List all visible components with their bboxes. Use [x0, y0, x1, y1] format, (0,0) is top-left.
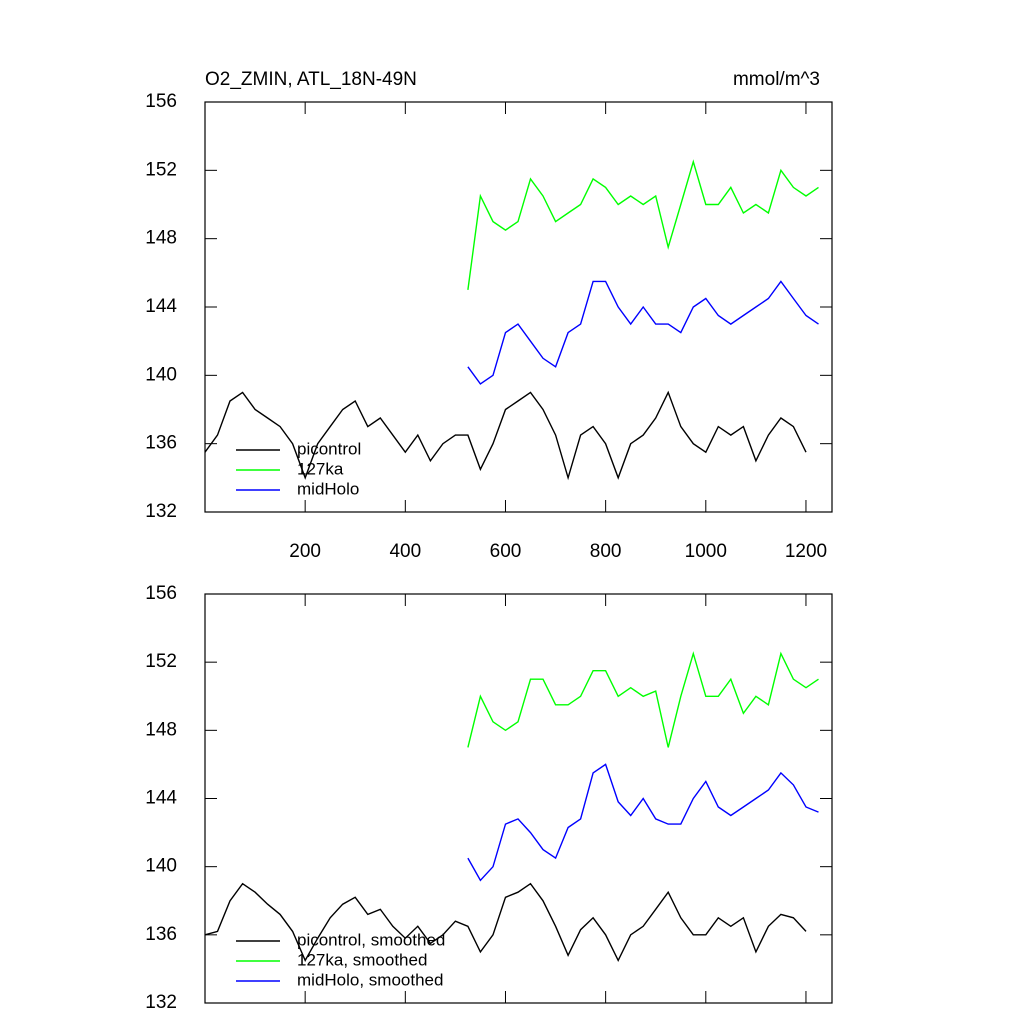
units-label: mmol/m^3 [733, 69, 820, 90]
y-tick-label: 152 [145, 651, 177, 672]
data-line [467, 159, 819, 290]
data-line [467, 651, 819, 748]
y-tick-label: 136 [145, 924, 177, 945]
y-tick-label: 156 [145, 91, 177, 112]
y-tick-label: 148 [145, 228, 177, 249]
y-tick-label: 144 [145, 296, 177, 317]
y-tick-label: 152 [145, 159, 177, 180]
legend-label: picontrol, smoothed [297, 930, 445, 949]
x-tick-label: 800 [590, 541, 622, 562]
y-tick-label: 144 [145, 788, 177, 809]
legend-label: 127ka, smoothed [297, 950, 427, 969]
data-line [204, 882, 807, 962]
x-tick-label: 600 [490, 541, 522, 562]
legend-label: picontrol [297, 439, 361, 458]
x-tick-label: 400 [389, 541, 421, 562]
chart-title: O2_ZMIN, ATL_18N-49N [205, 69, 417, 90]
x-tick-label: 1000 [685, 541, 727, 562]
x-tick-label: 1200 [785, 541, 827, 562]
data-line [467, 280, 819, 385]
y-tick-label: 136 [145, 433, 177, 454]
y-tick-label: 132 [145, 992, 177, 1013]
data-line [204, 390, 807, 481]
y-tick-label: 140 [145, 364, 177, 385]
x-tick-label: 200 [289, 541, 321, 562]
y-tick-label: 156 [145, 583, 177, 604]
data-line [467, 763, 819, 882]
y-tick-label: 132 [145, 501, 177, 522]
legend-label: 127ka [297, 459, 344, 478]
legend-label: midHolo [297, 479, 359, 498]
y-tick-label: 140 [145, 856, 177, 877]
legend-label: midHolo, smoothed [297, 970, 443, 989]
y-tick-label: 148 [145, 719, 177, 740]
